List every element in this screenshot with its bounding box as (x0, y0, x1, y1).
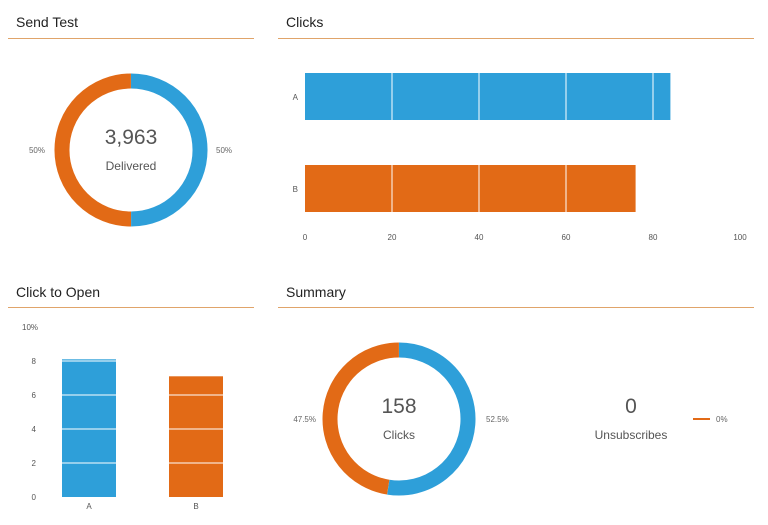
summary-center-label: Clicks (383, 428, 415, 442)
clicks-x-tick: 100 (733, 233, 747, 242)
clicks-title: Clicks (286, 14, 324, 30)
summary-slice-label-a: 52.5% (486, 415, 509, 424)
cto-bar-a (62, 359, 116, 497)
click-to-open-title: Click to Open (16, 284, 101, 300)
clicks-bar-a (305, 73, 671, 120)
cto-y-tick: 6 (32, 391, 37, 400)
unsubscribes-value: 0 (625, 395, 637, 418)
click-to-open-rule (8, 307, 254, 308)
summary-center-value: 158 (381, 395, 416, 418)
cto-y-tick: 4 (32, 425, 37, 434)
send-test-title: Send Test (16, 14, 79, 30)
cto-y-tick: 10% (22, 323, 38, 332)
clicks-rule (278, 38, 754, 39)
send-test-slice-a (130, 73, 208, 227)
summary-title: Summary (286, 284, 346, 300)
summary-rule (278, 307, 754, 308)
clicks-x-tick: 0 (303, 233, 308, 242)
clicks-x-tick: 40 (475, 233, 484, 242)
summary-slice-b (322, 342, 400, 495)
clicks-x-tick: 80 (649, 233, 658, 242)
send-test-rule (8, 38, 254, 39)
cto-category-label-a: A (86, 502, 92, 511)
clicks-category-label-a: A (293, 93, 299, 102)
send-test-center-label: Delivered (106, 159, 157, 173)
clicks-x-tick: 20 (388, 233, 397, 242)
send-test-slice-b (54, 73, 132, 227)
summary-slice-label-b: 47.5% (293, 415, 316, 424)
send-test-slice-label-b: 50% (29, 146, 45, 155)
unsubscribes-label: Unsubscribes (595, 428, 668, 442)
send-test-slice-label-a: 50% (216, 146, 232, 155)
cto-y-tick: 2 (32, 459, 37, 468)
clicks-x-tick: 60 (562, 233, 571, 242)
unsubscribes-legend-text: 0% (716, 415, 728, 424)
clicks-category-label-b: B (293, 185, 298, 194)
cto-bar-b (169, 376, 223, 497)
cto-y-tick: 8 (32, 357, 37, 366)
cto-y-tick: 0 (32, 493, 37, 502)
send-test-center-value: 3,963 (105, 126, 158, 149)
cto-category-label-b: B (193, 502, 198, 511)
summary-slice-a (387, 342, 476, 496)
clicks-bar-b (305, 165, 636, 212)
